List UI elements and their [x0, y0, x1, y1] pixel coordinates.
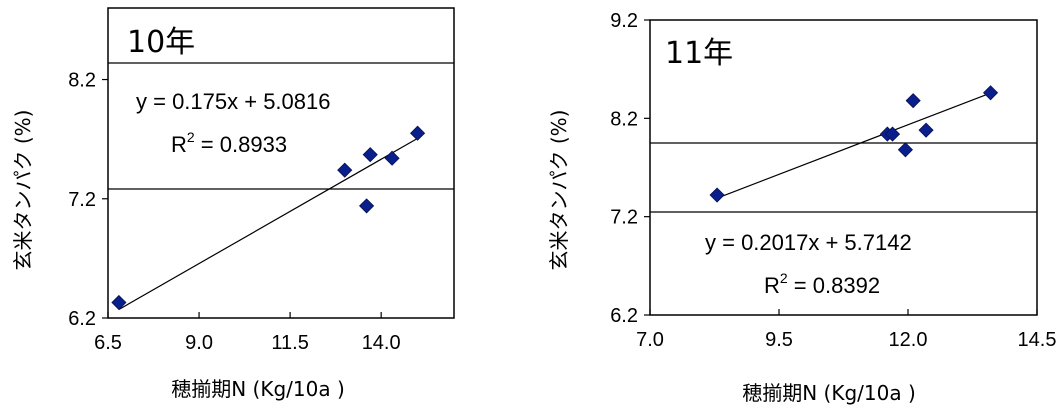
trend-line [118, 137, 418, 310]
data-point [884, 126, 901, 142]
chart-10-year: 6.5 9.0 11.5 14.0 6.2 7.2 8.2 10年 y = 0.175x … [11, 7, 455, 401]
y-tick-label: 9.2 [610, 10, 638, 32]
data-point [918, 122, 934, 138]
data-point [337, 162, 353, 178]
x-tick-label: 12.0 [889, 329, 928, 351]
r-squared-superscript: 2 [780, 270, 788, 286]
plot-area-frame [107, 7, 455, 319]
data-point [384, 150, 400, 166]
data-point [905, 93, 921, 109]
r-squared-label: R [764, 273, 780, 298]
y-tick-label: 6.2 [610, 305, 638, 327]
r-squared-label: R [171, 132, 187, 157]
x-axis-label: 穂揃期N (Kg/10a ) [742, 381, 916, 405]
data-point [359, 198, 375, 214]
r-squared: R2 = 0.8933 [171, 129, 287, 157]
chart-11-year: 7.0 9.5 12.0 14.5 6.2 7.2 8.2 9.2 11年 y = 0.20… [547, 10, 1056, 405]
y-axis-label: 玄米タンパク (%) [11, 110, 35, 271]
x-tick-label: 9.0 [185, 332, 213, 354]
r-squared-superscript: 2 [187, 129, 195, 145]
year-label: 11年 [665, 36, 733, 71]
regression-equation: y = 0.175x + 5.0816 [136, 89, 331, 114]
x-tick-label: 14.5 [1018, 329, 1057, 351]
y-axis-label: 玄米タンパク (%) [547, 110, 571, 271]
y-tick-label: 8.2 [68, 70, 96, 92]
r-squared-value: = 0.8392 [788, 273, 880, 298]
data-point [897, 142, 913, 158]
year-label: 10年 [127, 25, 195, 60]
x-tick-label: 11.5 [271, 332, 308, 354]
y-tick-label: 7.2 [610, 207, 638, 229]
data-point [709, 187, 725, 203]
r-squared: R2 = 0.8392 [764, 270, 880, 298]
x-tick-label: 7.0 [636, 329, 664, 351]
x-tick-label: 9.5 [765, 329, 793, 351]
y-tick-label: 7.2 [68, 189, 96, 211]
data-point [410, 125, 426, 141]
plot-area-frame [649, 19, 1038, 316]
y-tick-label: 6.2 [68, 308, 96, 330]
x-tick-label: 14.0 [362, 332, 401, 354]
data-point [111, 294, 127, 311]
y-tick-label: 8.2 [610, 108, 638, 130]
data-point [362, 147, 378, 163]
data-point [982, 85, 999, 101]
x-tick-label: 6.5 [94, 332, 122, 354]
x-axis-label: 穂揃期N (Kg/10a ) [171, 377, 345, 401]
regression-equation: y = 0.2017x + 5.7142 [705, 230, 912, 255]
r-squared-value: = 0.8933 [195, 132, 287, 157]
trend-line [716, 92, 991, 199]
